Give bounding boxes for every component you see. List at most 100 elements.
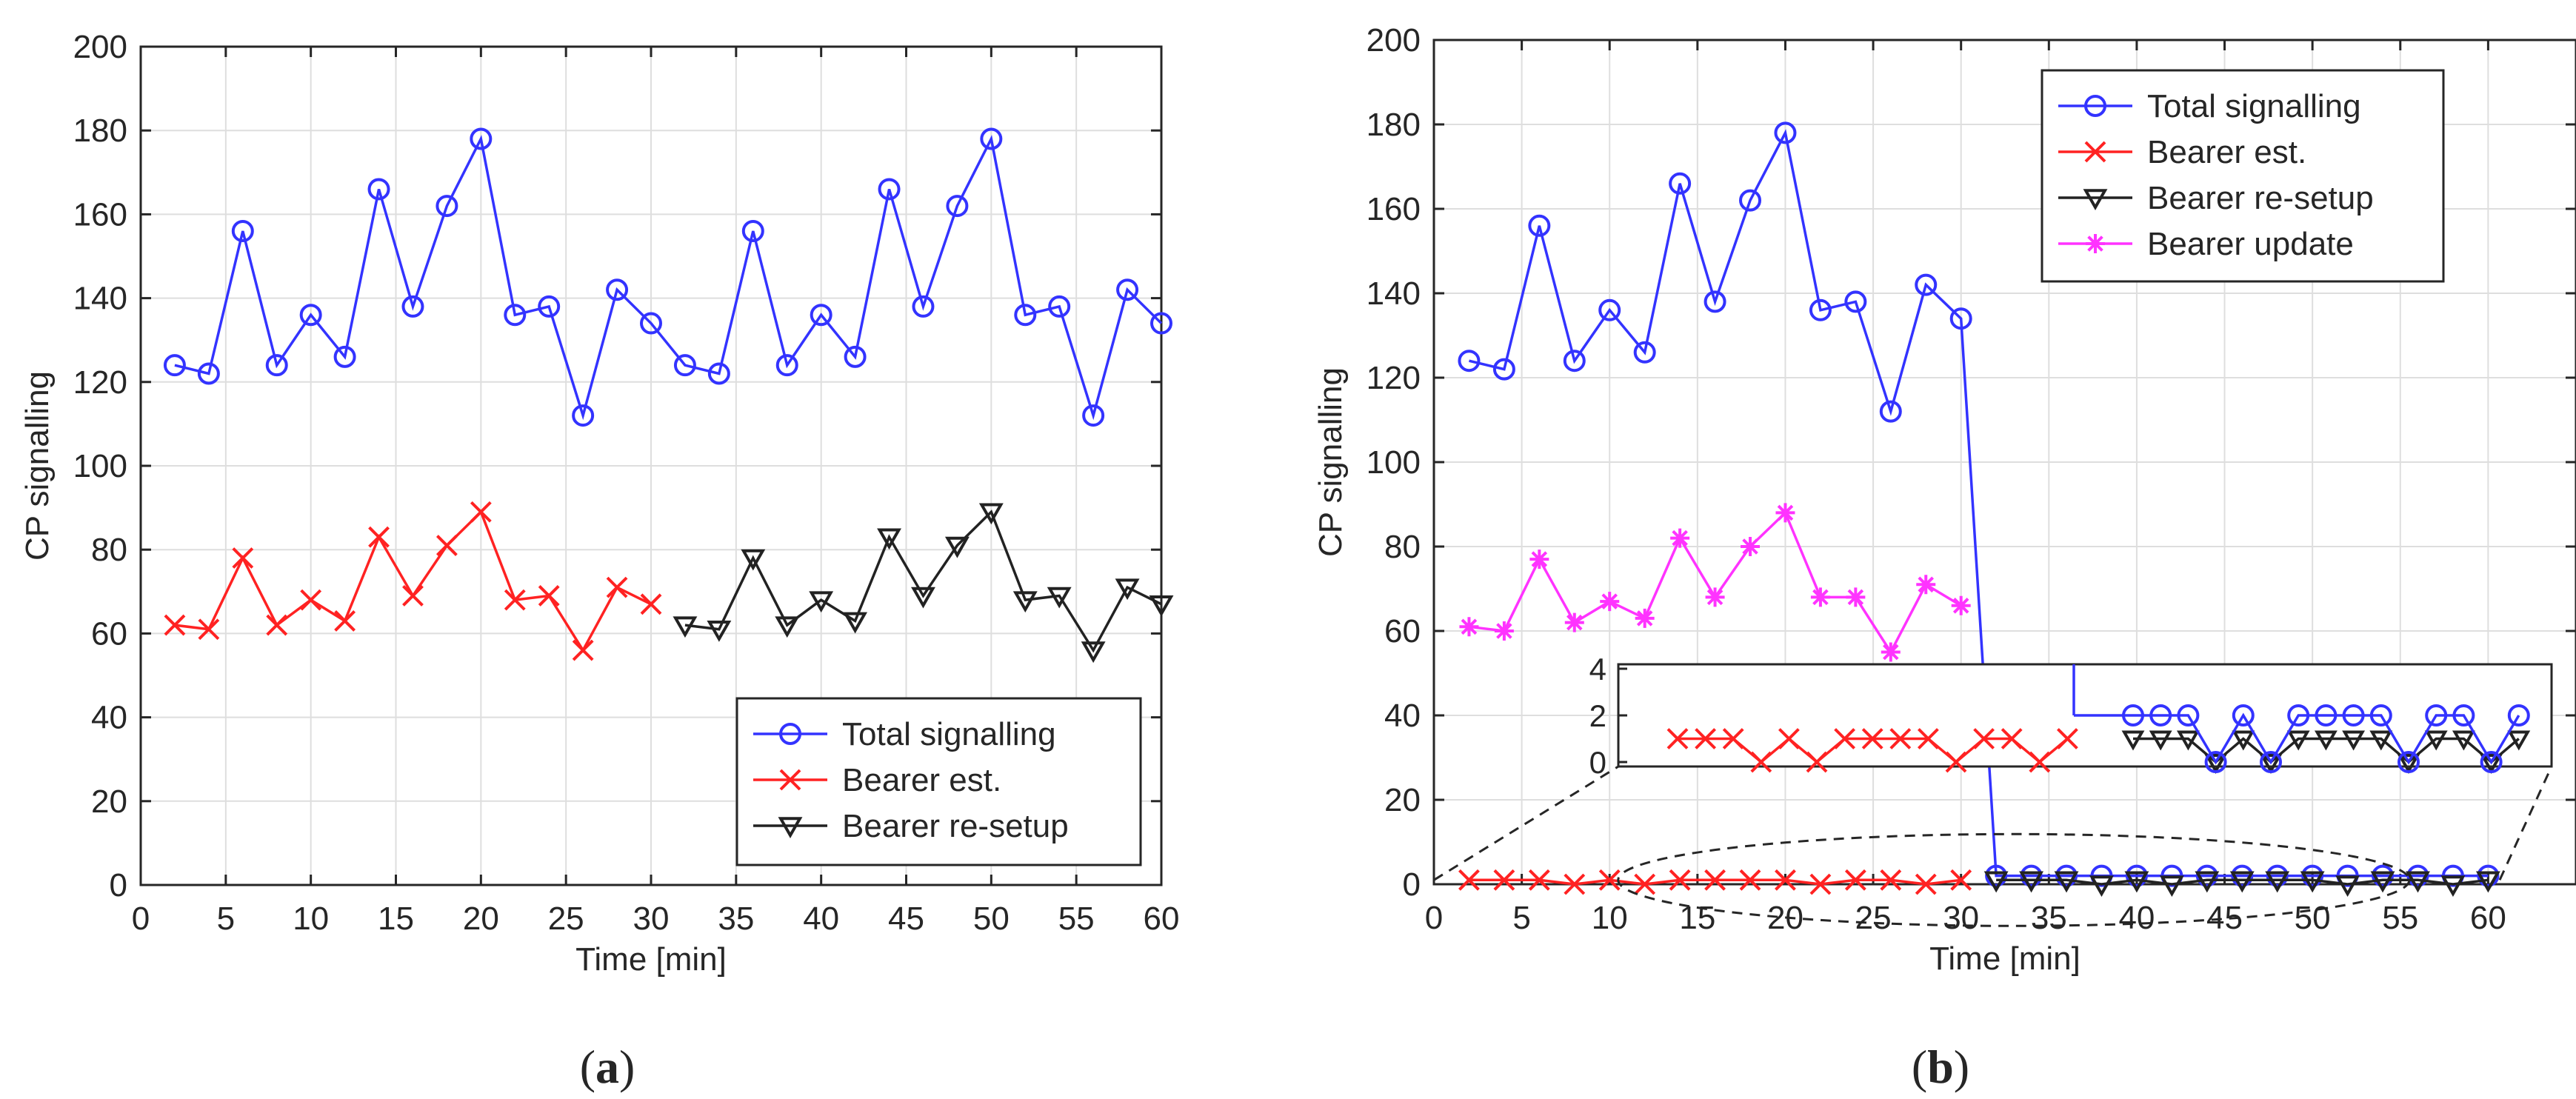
legend-label: Bearer re-setup [842, 808, 1069, 844]
data-point [2159, 875, 2184, 898]
inset-red-point [1973, 728, 1995, 749]
data-point [606, 576, 628, 598]
data-point [2195, 864, 2218, 887]
inset-blue-point [2204, 751, 2227, 773]
data-point [163, 354, 186, 377]
legend-label: Bearer est. [842, 762, 1001, 798]
data-point [538, 585, 560, 607]
series-line [1996, 878, 2489, 886]
data-point [1950, 869, 1972, 891]
data-point [1846, 587, 1866, 607]
legend-label: Total signalling [2147, 88, 2361, 124]
inset-blue-point [2260, 751, 2282, 773]
inset-blue-point [2149, 704, 2172, 726]
data-point [1564, 612, 1584, 632]
data-point [1150, 312, 1172, 335]
y-tick-label: 100 [1367, 444, 1421, 481]
inset-blue-point [2425, 704, 2448, 726]
data-point [2335, 875, 2360, 898]
legend-item: Total signalling [753, 716, 1056, 752]
data-point [436, 535, 458, 556]
inset-blue-point [2398, 751, 2420, 773]
data-point [1880, 869, 1902, 891]
x-axis-label: Time [min] [1929, 941, 2081, 977]
x-tick-label: 30 [633, 901, 670, 937]
data-point [1598, 298, 1621, 321]
x-tick-label: 55 [1058, 901, 1095, 937]
data-point [1564, 873, 1586, 895]
data-point [367, 178, 390, 201]
x-tick-label: 20 [463, 901, 499, 937]
y-tick-label: 20 [91, 784, 127, 820]
data-point [912, 295, 935, 318]
data-point [1635, 608, 1655, 628]
y-axis-label: CP signalling [19, 371, 56, 561]
data-point [2266, 864, 2289, 887]
data-point [2406, 864, 2429, 887]
series-line [684, 510, 1162, 653]
data-point [2124, 871, 2149, 893]
data-point [911, 587, 935, 609]
y-tick-label: 140 [1367, 275, 1421, 312]
x-tick-label: 40 [2118, 900, 2155, 936]
data-point [1915, 273, 1938, 296]
data-point [1669, 172, 1692, 195]
data-point [572, 639, 594, 661]
legend-item: Bearer est. [2058, 134, 2306, 170]
y-tick-label: 80 [91, 532, 127, 568]
x-tick-label: 50 [2295, 900, 2331, 936]
inset-black-point [2452, 730, 2475, 751]
series-line [174, 135, 1163, 421]
data-point [300, 589, 322, 611]
y-tick-label: 60 [1384, 613, 1421, 649]
data-point [538, 295, 561, 318]
data-point [1598, 869, 1621, 891]
inset-blue-point [2122, 704, 2144, 726]
data-point [1879, 400, 1902, 423]
legend-label: Total signalling [842, 716, 1056, 752]
data-point [232, 547, 254, 569]
data-point [1916, 575, 1936, 595]
y-tick-label: 120 [73, 364, 127, 401]
legend-box [735, 697, 1142, 866]
legend-item: Bearer re-setup [753, 808, 1069, 844]
data-point [2265, 871, 2290, 893]
inset-black-point [2204, 754, 2228, 775]
y-tick-label: 40 [91, 700, 127, 736]
legend-marker [2083, 189, 2108, 211]
inset-y-tick-label: 4 [1589, 652, 1606, 687]
x-tick-label: 0 [1425, 900, 1443, 936]
inset-red-point [2029, 751, 2051, 773]
data-point [2229, 871, 2255, 893]
data-point [1774, 121, 1797, 144]
data-point [1881, 642, 1901, 662]
data-point [1012, 591, 1038, 613]
series-bearer-re-setup [673, 503, 1174, 664]
y-tick-label: 140 [73, 281, 127, 317]
y-axis-label: CP signalling [1312, 367, 1349, 557]
series-bearer-re-setup [1983, 871, 2500, 898]
x-tick-label: 10 [1592, 900, 1628, 936]
inset-black-point [2342, 730, 2366, 751]
x-tick-label: 45 [888, 901, 924, 937]
data-point [2301, 864, 2324, 887]
data-point [1741, 537, 1761, 556]
data-point [504, 589, 526, 611]
x-tick-label: 60 [2470, 900, 2506, 936]
data-point [1048, 295, 1071, 318]
inset-blue-point [2480, 751, 2503, 773]
inset-red-point [1695, 728, 1717, 749]
y-tick-label: 20 [1384, 782, 1421, 818]
inset-black-point [2369, 730, 2393, 751]
data-point [1633, 341, 1656, 364]
data-point [197, 362, 220, 385]
y-tick-label: 40 [1384, 698, 1421, 734]
series-line [174, 510, 652, 653]
inset-y-tick-label: 0 [1589, 745, 1606, 780]
series-bearer-est- [1458, 869, 1972, 895]
data-point [1775, 503, 1795, 523]
data-point [978, 503, 1004, 525]
data-point [1116, 278, 1139, 301]
inset-black-point [2232, 730, 2255, 751]
inset-red-point [1722, 728, 1744, 749]
